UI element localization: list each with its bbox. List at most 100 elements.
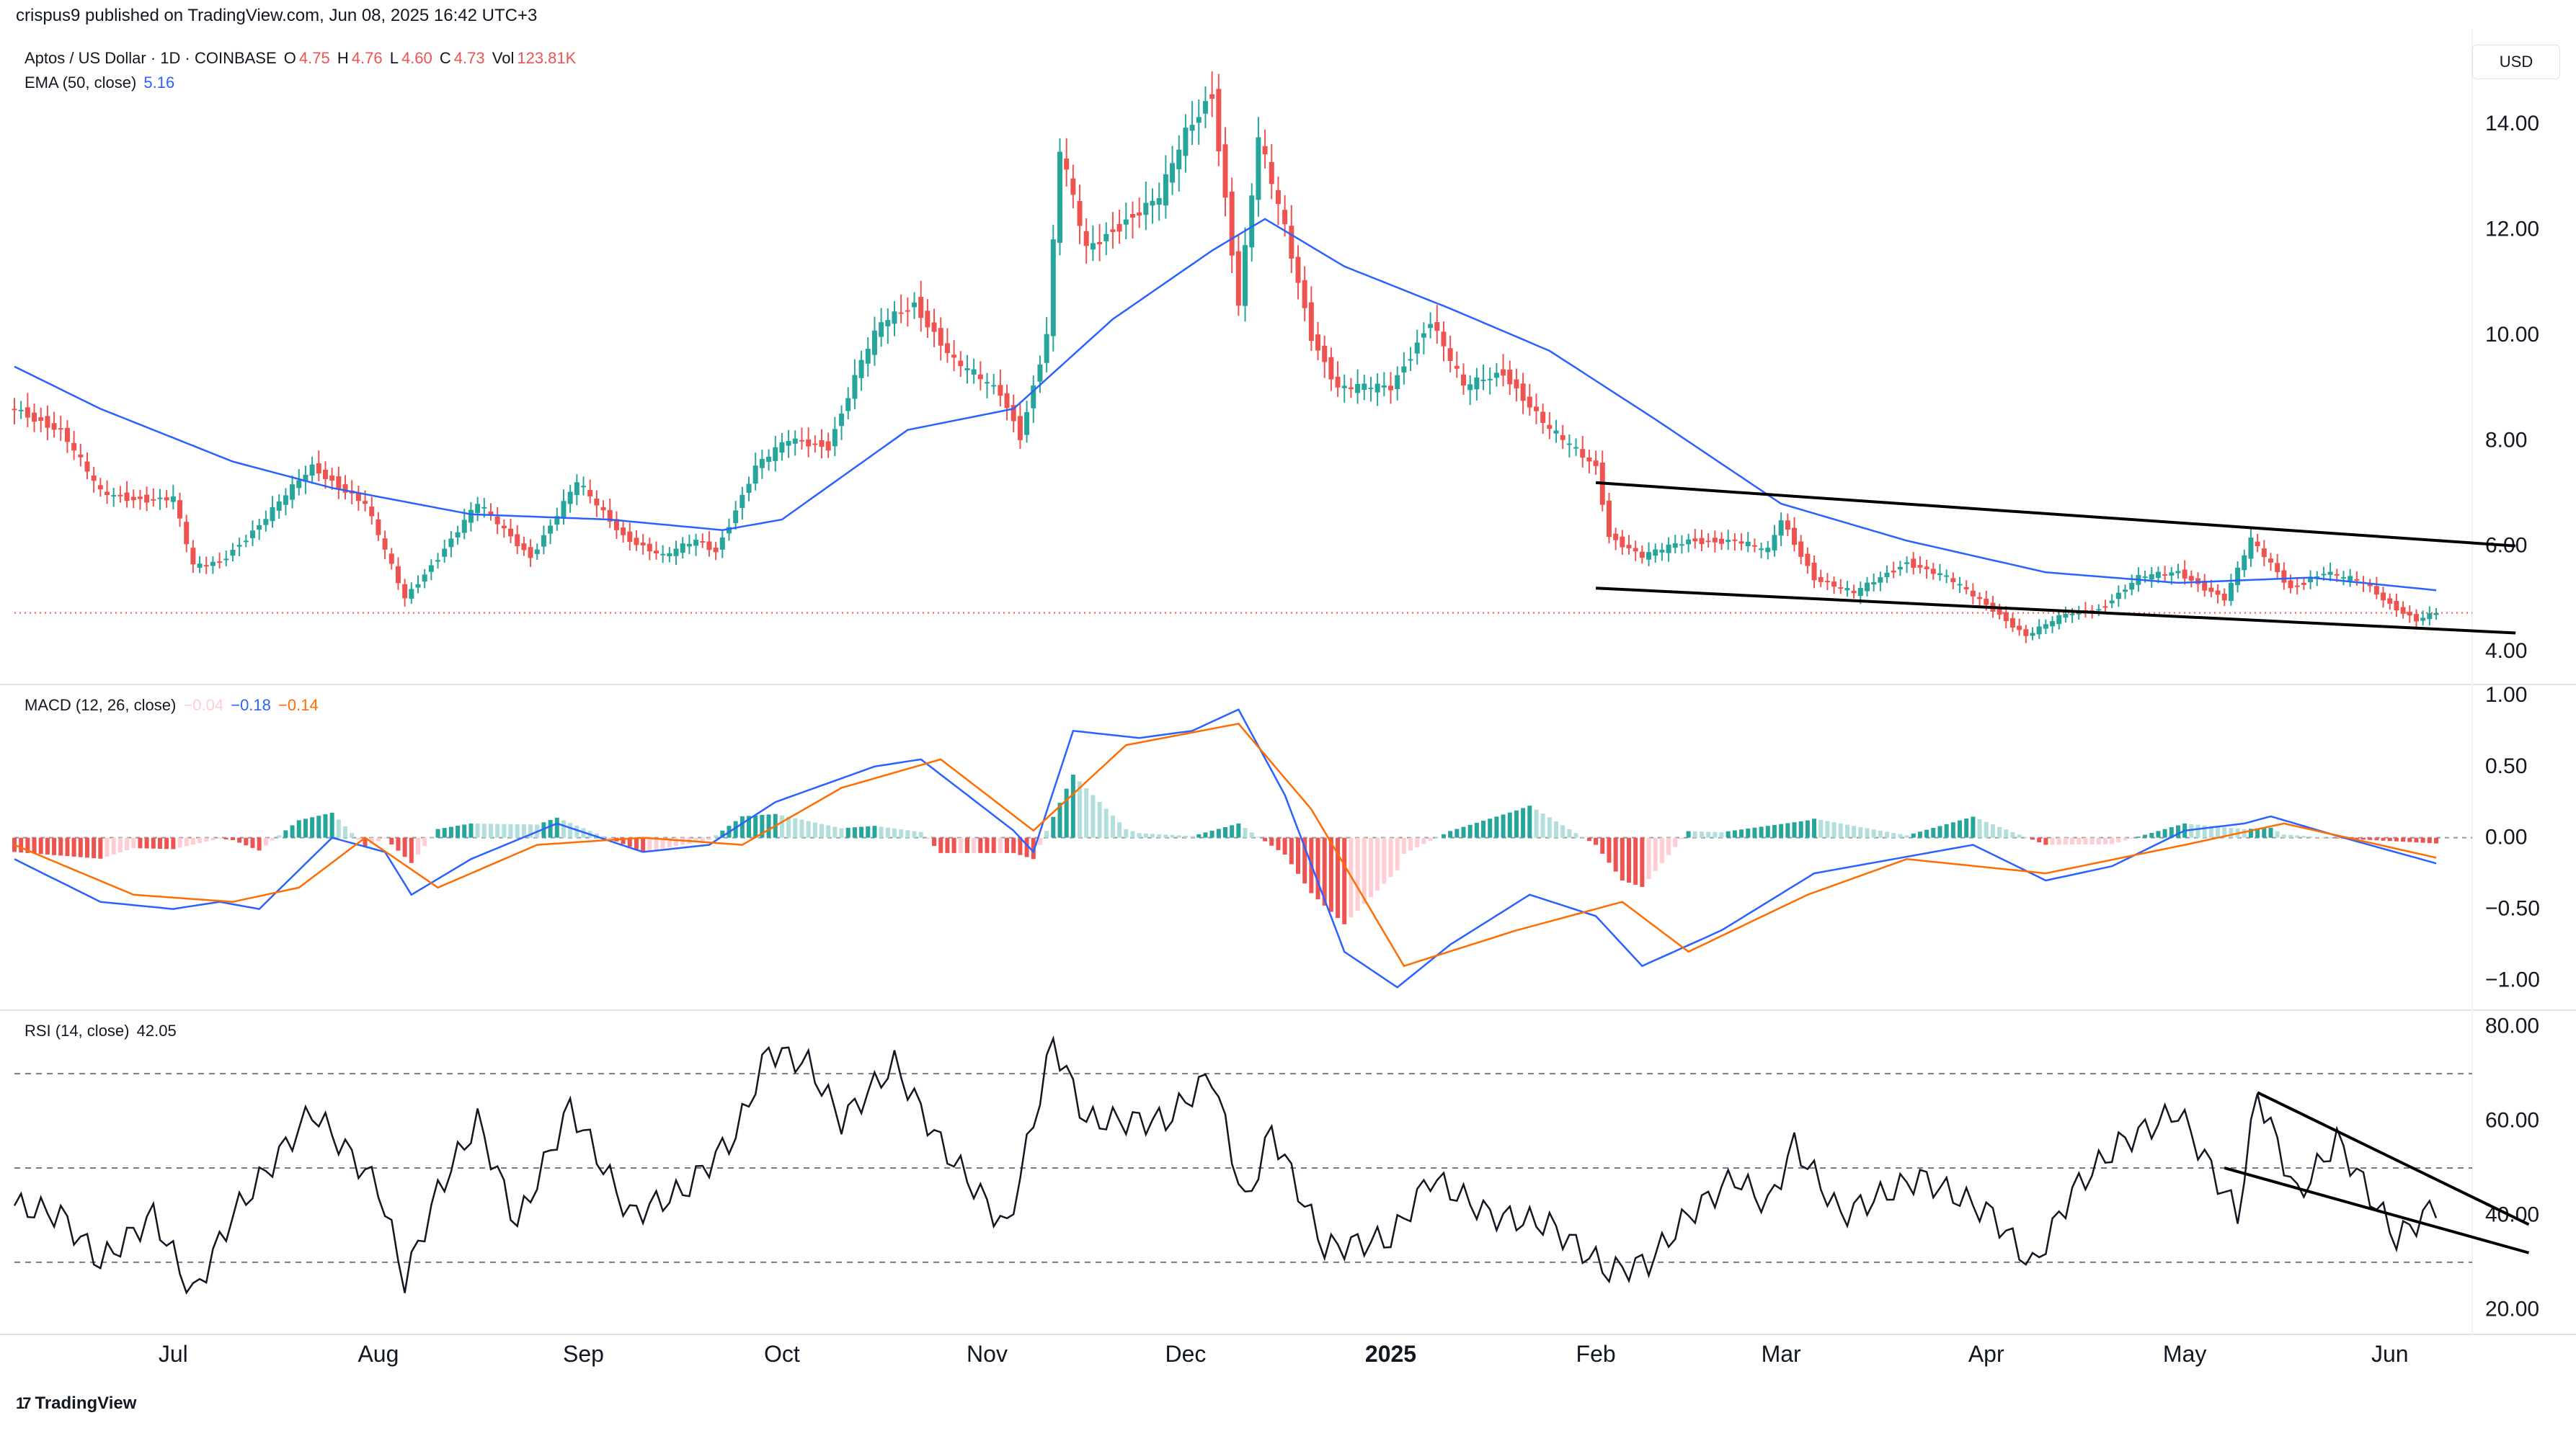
macd-histogram-bar (1501, 814, 1506, 838)
macd-histogram-bar (1342, 837, 1347, 924)
macd-histogram-bar (125, 837, 130, 850)
macd-histogram-bar (1322, 837, 1327, 906)
tradingview-brand[interactable]: 17 TradingView (16, 1393, 136, 1414)
close-label: C (439, 49, 451, 67)
candle-body (1315, 334, 1321, 351)
candle-body (825, 441, 831, 451)
macd-histogram-bar (1454, 829, 1460, 838)
candle-body (455, 532, 461, 538)
macd-axis-tick: −0.50 (2485, 897, 2540, 921)
macd-histogram-bar (1401, 837, 1406, 854)
macd-axis-tick: 0.00 (2485, 826, 2527, 849)
candle-body (2373, 586, 2379, 595)
macd-histogram-bar (2354, 837, 2359, 839)
candle-body (1824, 581, 1830, 583)
macd-histogram-bar (456, 825, 461, 838)
candle-body (1911, 558, 1917, 568)
macd-histogram-bar (839, 828, 844, 838)
candle-body (686, 543, 692, 547)
candle-body (1103, 233, 1109, 241)
candle-body (12, 409, 17, 411)
candle-body (1328, 357, 1334, 380)
candle-body (1937, 573, 1942, 576)
macd-histogram-bar (899, 829, 904, 838)
candle-body (2340, 577, 2346, 579)
candle-body (1421, 333, 1426, 338)
candle-body (1487, 378, 1493, 380)
candle-body (931, 322, 937, 332)
rsi-axis-tick: 20.00 (2485, 1297, 2539, 1321)
candle-body (667, 553, 672, 557)
macd-histogram-bar (1362, 837, 1367, 904)
candle-body (309, 464, 315, 476)
candle-body (2248, 538, 2254, 559)
macd-histogram-bar (277, 835, 282, 838)
candle-body (746, 483, 752, 493)
candle-body (1064, 159, 1070, 170)
macd-histogram-bar (1898, 834, 1903, 838)
candle-body (958, 360, 964, 367)
macd-histogram-bar (2216, 826, 2221, 838)
macd-histogram-bar (2222, 827, 2227, 838)
candle-body (1189, 125, 1195, 131)
candle-body (1116, 223, 1122, 232)
rsi-wedge-trendline (2257, 1091, 2530, 1226)
macd-histogram-bar (1911, 833, 1916, 838)
macd-histogram-bar (2202, 825, 2207, 838)
macd-histogram-bar (998, 837, 1003, 853)
macd-histogram-bar (964, 837, 969, 853)
candle-body (2175, 571, 2181, 574)
macd-histogram-bar (2262, 828, 2267, 838)
macd-histogram-bar (1428, 837, 1433, 841)
macd-histogram-bar (1713, 831, 1718, 838)
candle-body (2314, 576, 2320, 578)
macd-histogram-bar (2110, 837, 2115, 844)
time-axis-label: Nov (967, 1341, 1008, 1367)
candle-body (1944, 575, 1950, 577)
candle-body (713, 548, 719, 553)
currency-button[interactable]: USD (2472, 45, 2560, 79)
candle-body (1864, 582, 1870, 592)
macd-histogram-bar (1521, 808, 1526, 838)
macd-histogram-bar (2321, 837, 2326, 838)
candle-body (2387, 598, 2393, 604)
macd-histogram-bar (1097, 801, 1102, 838)
macd-histogram-bar (1792, 822, 1797, 838)
candle-body (1844, 588, 1850, 591)
macd-histogram-bar (2070, 837, 2075, 845)
candle-body (1653, 549, 1658, 556)
candle-body (594, 498, 600, 506)
macd-histogram-bar (2242, 829, 2247, 838)
macd-histogram-bar (1798, 821, 1803, 838)
candle-body (1243, 245, 1248, 306)
macd-histogram-bar (316, 816, 321, 838)
macd-histogram-bar (303, 819, 308, 838)
candle-body (409, 589, 414, 599)
candle-body (2268, 558, 2273, 563)
candle-body (105, 491, 110, 495)
candle-body (1553, 430, 1559, 434)
candle-body (1580, 449, 1586, 458)
candle-body (1368, 388, 1374, 390)
macd-histogram-bar (257, 837, 262, 851)
time-axis-label: Aug (357, 1341, 399, 1367)
rsi-legend: RSI (14, close) 42.05 (25, 1022, 179, 1040)
macd-histogram-bar (2129, 837, 2134, 839)
candle-body (84, 461, 90, 472)
rsi-line (13, 1035, 2438, 1295)
macd-histogram-bar (1031, 837, 1036, 860)
candle-body (1110, 229, 1116, 232)
price-axis-tick: 14.00 (2485, 112, 2539, 135)
candle-body (415, 584, 421, 588)
channel-trendline (1596, 587, 2516, 635)
candle-body (210, 561, 216, 566)
candle-body (51, 423, 57, 430)
macd-histogram-bar (2288, 834, 2293, 838)
candle-body (819, 440, 825, 447)
macd-histogram-bar (1594, 837, 1599, 845)
candle-body (528, 547, 533, 558)
rsi-label: RSI (14, close) (25, 1022, 130, 1040)
macd-histogram-bar (131, 837, 136, 849)
